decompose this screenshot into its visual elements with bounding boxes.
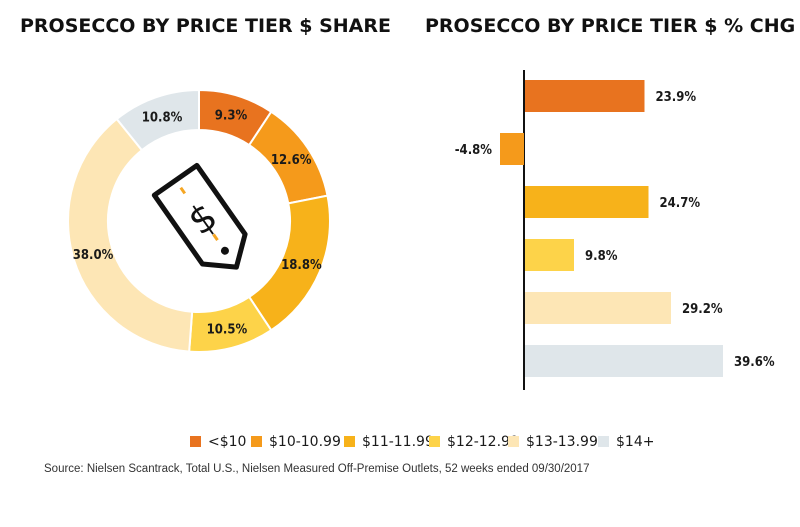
bar-title: PROSECCO BY PRICE TIER $ % CHG VS. YA (425, 15, 800, 37)
legend-swatch (598, 436, 609, 447)
donut-chart: 9.3% 12.6% 18.8% 10.5% 38.0% 10.8% (67, 88, 331, 353)
price-tag-icon: $ (151, 162, 248, 270)
bar (525, 239, 574, 271)
bar-value-label: 29.2% (682, 302, 723, 317)
bar (500, 133, 524, 165)
donut-title: PROSECCO BY PRICE TIER $ SHARE (20, 15, 391, 37)
bar-chart: 23.9% -4.8% 24.7% 9.8% 29.2% 39.6% (455, 70, 775, 390)
legend-swatch (190, 436, 201, 447)
donut-slice-label: 10.8% (142, 110, 183, 125)
tag-dash (179, 186, 187, 195)
bar (525, 80, 645, 112)
legend: <$10 $10-10.99 $11-11.99 $12-12.99 $13-13.99… (190, 434, 654, 450)
bar-value-label: 39.6% (734, 355, 775, 370)
donut-slice-label: 10.5% (207, 322, 248, 337)
bar-value-label: 9.8% (585, 249, 618, 264)
bar (525, 292, 671, 324)
donut-slice-label: 38.0% (73, 248, 114, 263)
legend-label: <$10 (208, 434, 246, 450)
donut-slice (67, 117, 194, 353)
tag-dash (212, 233, 219, 241)
source-note: Source: Nielsen Scantrack, Total U.S., N… (44, 463, 589, 475)
bar-value-label: -4.8% (455, 143, 493, 158)
legend-label: $11-11.99 (362, 434, 434, 450)
legend-swatch (344, 436, 355, 447)
donut-slice (115, 88, 200, 152)
donut-slice-label: 9.3% (215, 109, 248, 124)
legend-swatch (508, 436, 519, 447)
donut-slice-label: 18.8% (281, 258, 322, 273)
legend-swatch (429, 436, 440, 447)
legend-label: $13-13.99 (526, 434, 598, 450)
tag-body (151, 162, 248, 270)
legend-label: $10-10.99 (269, 434, 341, 450)
legend-label: $12-12.99 (447, 434, 519, 450)
legend-label: $14+ (616, 434, 654, 450)
bar-value-label: 23.9% (656, 90, 697, 105)
legend-swatch (251, 436, 262, 447)
donut-slice-label: 12.6% (271, 153, 312, 168)
bar (525, 345, 723, 377)
tag-hole (220, 246, 229, 255)
bar (525, 186, 649, 218)
bar-value-label: 24.7% (660, 196, 701, 211)
